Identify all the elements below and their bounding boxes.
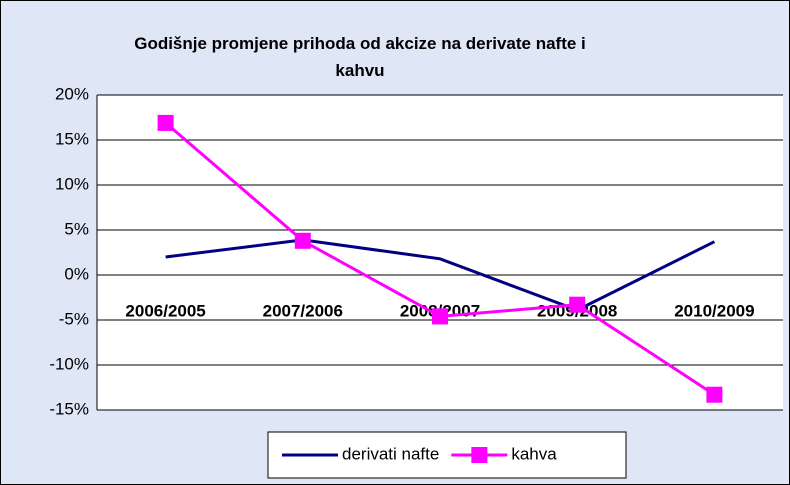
marker [432,308,448,325]
y-tick-label: -5% [59,309,89,328]
legend-label: kahva [511,444,557,463]
y-tick-label: 0% [64,264,89,283]
y-tick-label: 5% [64,219,89,238]
marker [294,232,311,249]
y-tick-label: -10% [49,354,89,373]
legend-marker [471,447,488,463]
x-tick-label: 2010/2009 [674,301,754,320]
marker [569,296,586,313]
chart-title: Godišnje promjene prihoda od akcize na d… [134,34,586,80]
y-tick-label: 10% [55,174,89,193]
y-tick-label: 15% [55,129,89,148]
y-tick-label: -15% [49,399,89,418]
marker [157,114,174,131]
legend-label: derivati nafte [342,444,439,463]
marker [706,386,723,403]
y-tick-label: 20% [55,84,89,103]
x-tick-label: 2006/2005 [125,301,205,320]
series-line [165,238,716,312]
x-tick-label: 2007/2006 [263,301,343,320]
